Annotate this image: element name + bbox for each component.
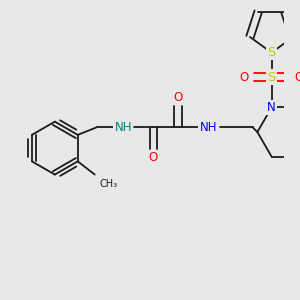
Text: NH: NH: [200, 121, 217, 134]
Text: O: O: [173, 91, 183, 103]
Text: S: S: [267, 71, 276, 84]
Text: O: O: [294, 71, 300, 84]
Text: N: N: [267, 101, 276, 114]
Text: O: O: [239, 71, 249, 84]
Text: CH₃: CH₃: [100, 179, 118, 189]
Text: O: O: [149, 151, 158, 164]
Text: S: S: [267, 46, 276, 59]
Text: NH: NH: [114, 121, 132, 134]
